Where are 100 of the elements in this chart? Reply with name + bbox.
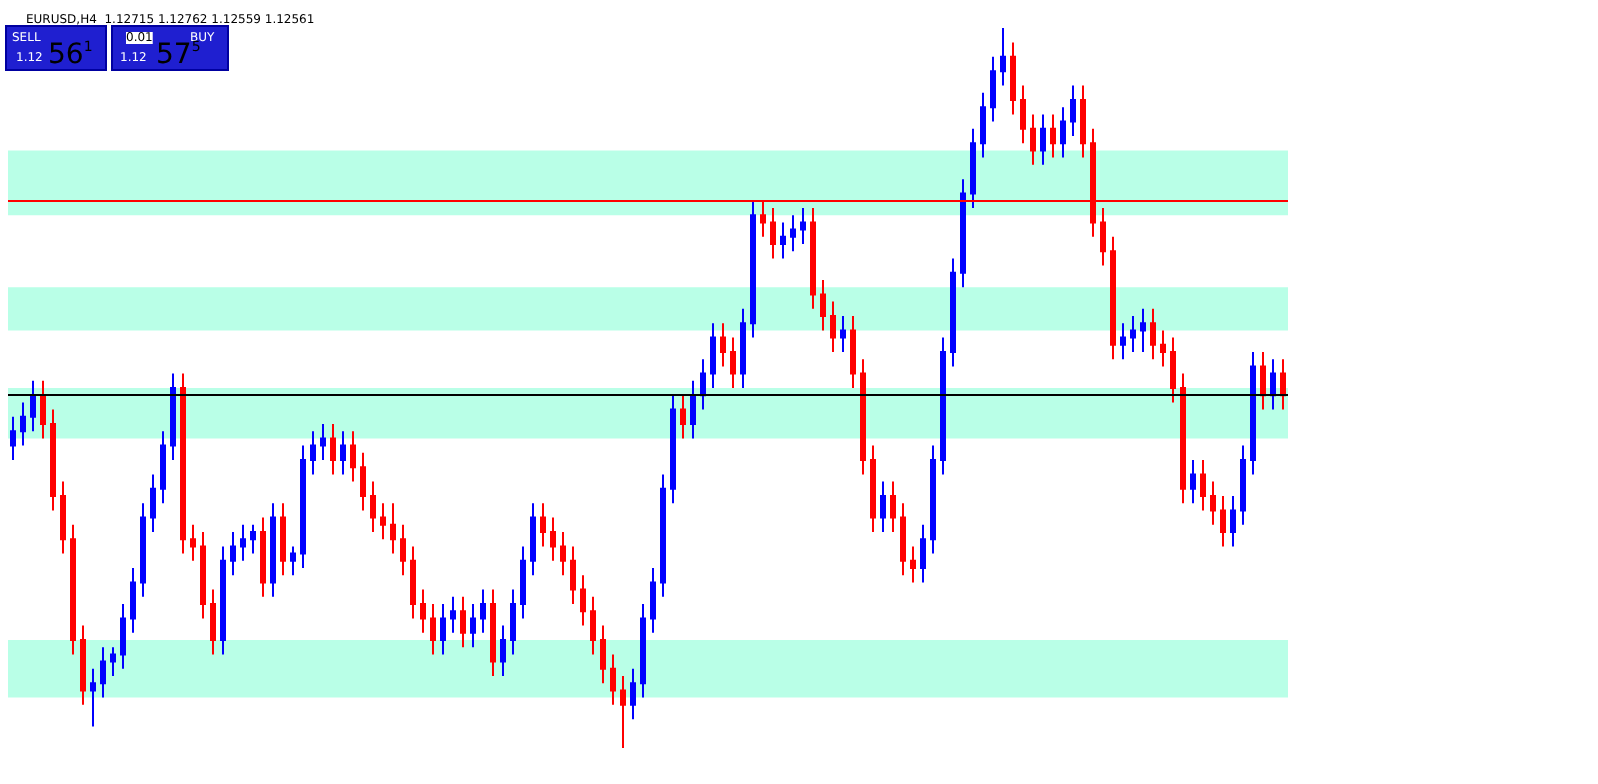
candlestick [530, 502, 536, 577]
candlestick [690, 379, 696, 440]
candlestick [1070, 84, 1076, 137]
candlestick [490, 588, 496, 677]
candlestick [520, 545, 526, 620]
candlestick [1160, 329, 1166, 368]
candlestick [710, 322, 716, 389]
candlestick [1010, 41, 1016, 116]
candlestick [600, 624, 606, 685]
candlestick [1250, 351, 1256, 476]
candlestick [1110, 235, 1116, 361]
candlestick [550, 516, 556, 562]
candlestick [1040, 113, 1046, 166]
candlestick [70, 523, 76, 656]
candlestick [570, 545, 576, 605]
candlestick [260, 516, 266, 598]
candlestick [160, 430, 166, 505]
candlestick [790, 214, 796, 253]
candlestick [540, 502, 546, 548]
candlestick [130, 567, 136, 634]
candlestick [60, 480, 66, 555]
candlestick [970, 127, 976, 209]
candlestick [890, 480, 896, 533]
candlestick [200, 531, 206, 620]
candlestick [820, 279, 826, 332]
candlestick [770, 207, 776, 260]
candlestick [440, 603, 446, 656]
candlestick [500, 624, 506, 677]
candlestick [590, 595, 596, 656]
candlestick [680, 394, 686, 440]
candlestick [450, 595, 456, 634]
candlestick [860, 358, 866, 476]
candlestick [740, 307, 746, 389]
candlestick [620, 675, 626, 749]
candlestick [460, 595, 466, 649]
candlestick [640, 603, 646, 699]
candlestick [250, 523, 256, 555]
candlestick [480, 588, 486, 634]
candlestick [400, 523, 406, 577]
candlestick [350, 430, 356, 483]
candlestick [290, 545, 296, 577]
candlestick [390, 502, 396, 555]
candlestick [580, 574, 586, 627]
candlestick [990, 55, 996, 123]
candlestick [610, 653, 616, 706]
candlestick [150, 473, 156, 533]
candlestick [1210, 480, 1216, 526]
candlestick [420, 588, 426, 634]
candlestick [40, 379, 46, 440]
candlestick [840, 315, 846, 353]
candlestick [120, 603, 126, 670]
candlestick [110, 646, 116, 677]
candlestick [20, 401, 26, 447]
candlestick [1220, 495, 1226, 548]
candlestick [1240, 444, 1246, 526]
candlestick [800, 207, 806, 245]
candlestick [90, 667, 96, 728]
candlestick [1140, 307, 1146, 353]
candlestick [340, 430, 346, 476]
candlestick [30, 379, 36, 433]
candlestick [430, 603, 436, 656]
candlestick [1180, 372, 1186, 505]
candlestick [270, 502, 276, 598]
candlestick [930, 444, 936, 555]
candlestick [850, 315, 856, 389]
candlestick [1060, 106, 1066, 159]
candlestick [1150, 307, 1156, 361]
candlestick [1270, 358, 1276, 411]
candlestick [470, 603, 476, 649]
candlestick [1230, 495, 1236, 548]
candlestick [1000, 27, 1006, 87]
candlestick [920, 523, 926, 584]
candlestick [370, 480, 376, 533]
candlestick [1190, 459, 1196, 505]
candlestick [720, 322, 726, 368]
candlestick [240, 523, 246, 562]
candlestick [230, 531, 236, 577]
candlestick [410, 545, 416, 620]
candlestick [360, 451, 366, 512]
candlestick [1080, 84, 1086, 159]
candlestick [10, 415, 16, 461]
candlestick [1030, 113, 1036, 166]
candlestick [300, 444, 306, 569]
candlestick [80, 624, 86, 706]
candlestick [140, 502, 146, 598]
candlestick [170, 372, 176, 461]
candlestick [950, 257, 956, 368]
candlestick [960, 178, 966, 289]
candlestick [980, 91, 986, 159]
candlestick [510, 588, 516, 656]
candlestick [1170, 336, 1176, 404]
candlestick [1050, 113, 1056, 159]
candlestick [310, 430, 316, 476]
candlestick [830, 300, 836, 353]
candlestick [870, 444, 876, 533]
candlestick [1200, 459, 1206, 512]
candlestick [660, 473, 666, 598]
candlestick [180, 372, 186, 555]
candlestick [210, 588, 216, 656]
candlestick [670, 394, 676, 505]
